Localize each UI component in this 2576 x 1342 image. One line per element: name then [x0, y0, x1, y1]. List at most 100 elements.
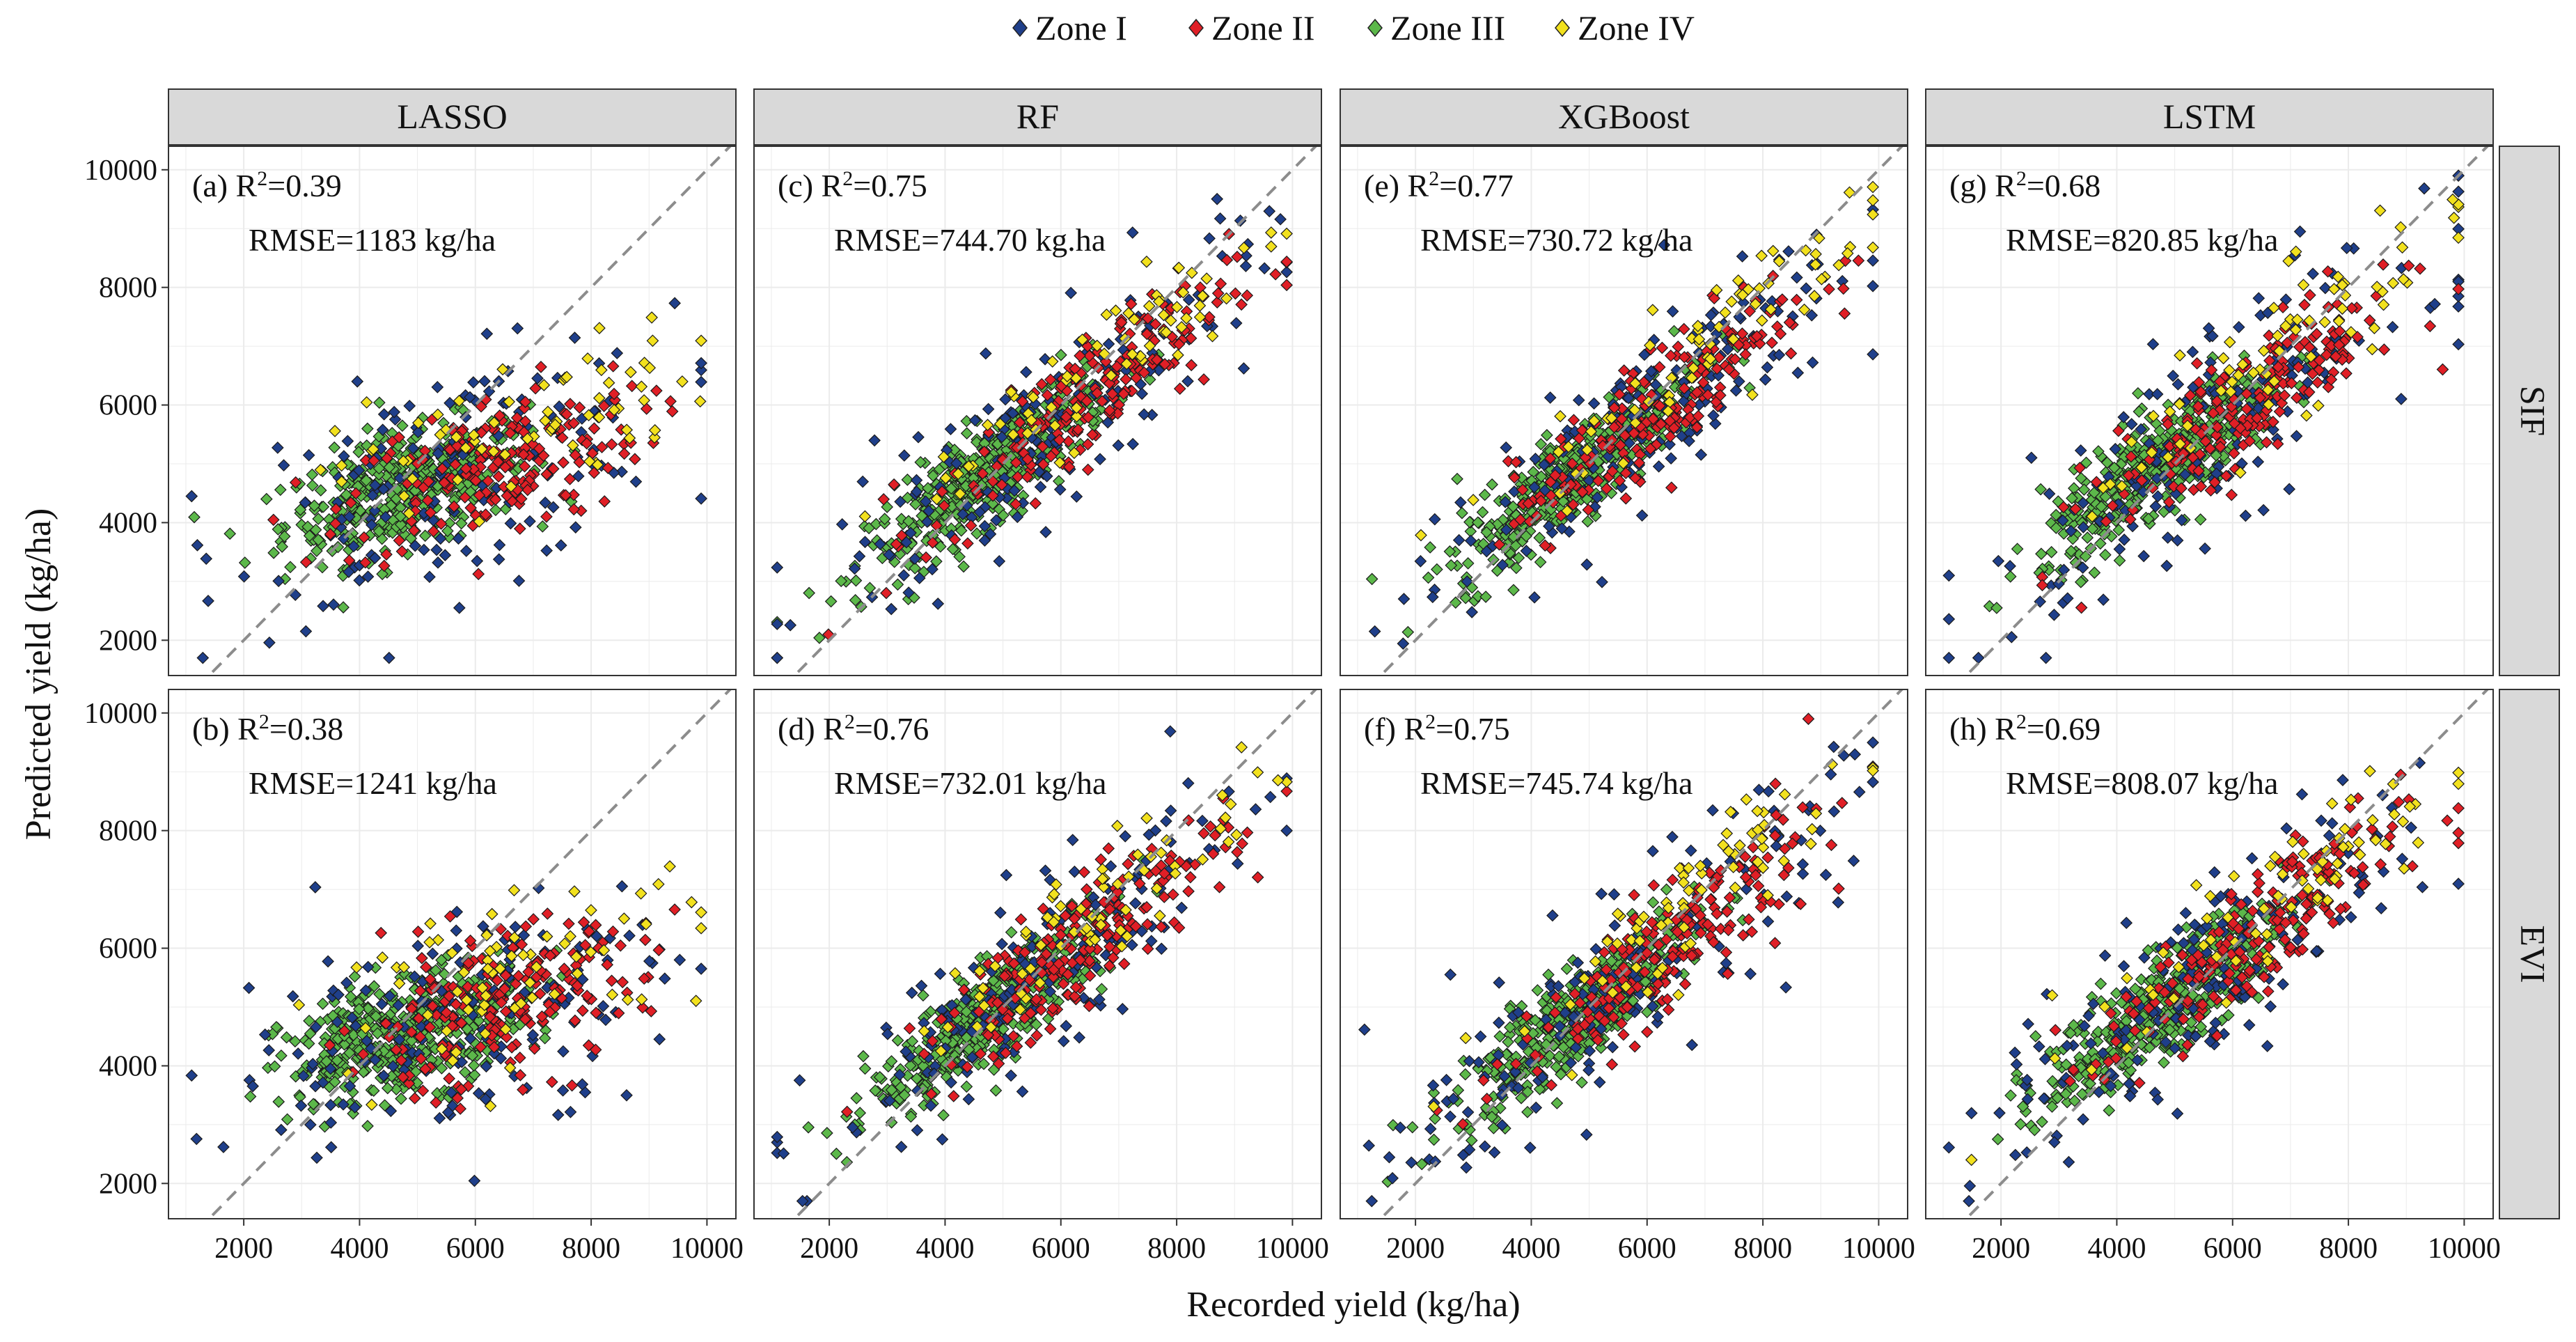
data-point — [926, 536, 939, 549]
data-point — [421, 494, 434, 507]
data-point — [2078, 483, 2091, 496]
data-point — [1005, 926, 1018, 939]
data-point — [398, 490, 411, 503]
data-point — [1592, 474, 1605, 487]
data-point — [384, 990, 396, 1003]
data-point — [1129, 897, 1142, 910]
data-point — [1776, 293, 1789, 306]
data-point — [324, 1116, 338, 1129]
data-point — [340, 976, 353, 990]
data-point — [246, 1079, 259, 1093]
data-point — [2137, 549, 2150, 563]
data-point — [1365, 572, 1379, 586]
data-point — [2004, 559, 2016, 572]
data-point — [1692, 409, 1705, 423]
data-point — [1160, 815, 1172, 827]
data-point — [1582, 483, 1595, 497]
data-point — [492, 470, 505, 483]
data-point — [275, 1123, 288, 1137]
data-point — [945, 1076, 957, 1089]
data-point — [888, 478, 900, 491]
data-point — [994, 906, 1007, 919]
data-point — [2050, 522, 2063, 534]
data-point — [393, 431, 406, 444]
data-point — [883, 548, 895, 561]
data-point — [1034, 481, 1047, 494]
data-point — [570, 950, 583, 963]
data-point — [977, 1057, 990, 1070]
data-point — [2075, 471, 2088, 485]
data-point — [1606, 465, 1619, 478]
data-point — [652, 944, 666, 957]
data-point — [673, 953, 686, 967]
data-point — [424, 917, 437, 930]
data-point — [277, 459, 290, 471]
data-point — [597, 999, 610, 1013]
data-point — [420, 960, 432, 974]
data-point — [484, 1100, 497, 1113]
data-point — [2181, 419, 2194, 432]
data-point — [260, 492, 273, 506]
data-point — [1543, 520, 1555, 533]
data-point — [589, 919, 602, 932]
data-point — [327, 598, 340, 611]
data-point — [423, 1021, 437, 1033]
data-point — [367, 443, 379, 455]
data-point — [505, 949, 518, 962]
data-point — [395, 545, 409, 558]
data-point — [2126, 504, 2139, 516]
data-point — [580, 437, 593, 450]
data-point — [602, 376, 615, 389]
data-point — [1053, 483, 1067, 496]
data-point — [557, 1045, 570, 1058]
data-point — [948, 444, 961, 456]
data-point — [910, 1072, 923, 1085]
data-point — [513, 1051, 526, 1064]
data-point — [1116, 1003, 1129, 1015]
data-point — [1713, 320, 1725, 334]
data-point — [1581, 515, 1594, 528]
data-point — [2077, 497, 2089, 510]
data-point — [461, 1022, 473, 1036]
data-point — [2117, 411, 2130, 423]
data-point — [2267, 415, 2279, 428]
data-point — [361, 1002, 375, 1015]
data-point — [2311, 376, 2324, 389]
data-point — [1617, 457, 1630, 470]
data-point — [441, 1106, 455, 1119]
data-point — [1203, 232, 1216, 245]
data-point — [424, 506, 437, 519]
data-point — [328, 441, 341, 454]
data-point — [835, 575, 848, 588]
data-point — [857, 1050, 870, 1063]
data-point — [2192, 400, 2205, 413]
data-point — [2045, 545, 2058, 559]
data-point — [936, 1133, 949, 1146]
data-point — [1104, 404, 1116, 417]
data-point — [430, 543, 443, 556]
data-point — [2199, 435, 2212, 448]
data-point — [906, 1035, 919, 1048]
data-point — [372, 396, 386, 409]
data-point — [1264, 226, 1278, 239]
data-point — [2151, 388, 2164, 400]
data-point — [368, 504, 382, 517]
data-point — [393, 534, 406, 547]
data-point — [567, 488, 580, 501]
data-point — [1220, 292, 1233, 305]
data-point — [519, 920, 533, 933]
data-point — [2232, 368, 2245, 382]
data-point — [381, 1082, 394, 1095]
data-point — [454, 1102, 467, 1115]
data-point — [1613, 474, 1626, 487]
points-c — [771, 192, 1293, 664]
data-point — [2207, 407, 2220, 420]
data-point — [427, 525, 440, 538]
data-point — [386, 1060, 400, 1072]
data-point — [2095, 500, 2107, 513]
data-point — [2135, 423, 2148, 436]
data-point — [1039, 864, 1052, 877]
data-point — [1677, 322, 1690, 336]
data-point — [2064, 524, 2078, 538]
data-point — [289, 476, 302, 489]
